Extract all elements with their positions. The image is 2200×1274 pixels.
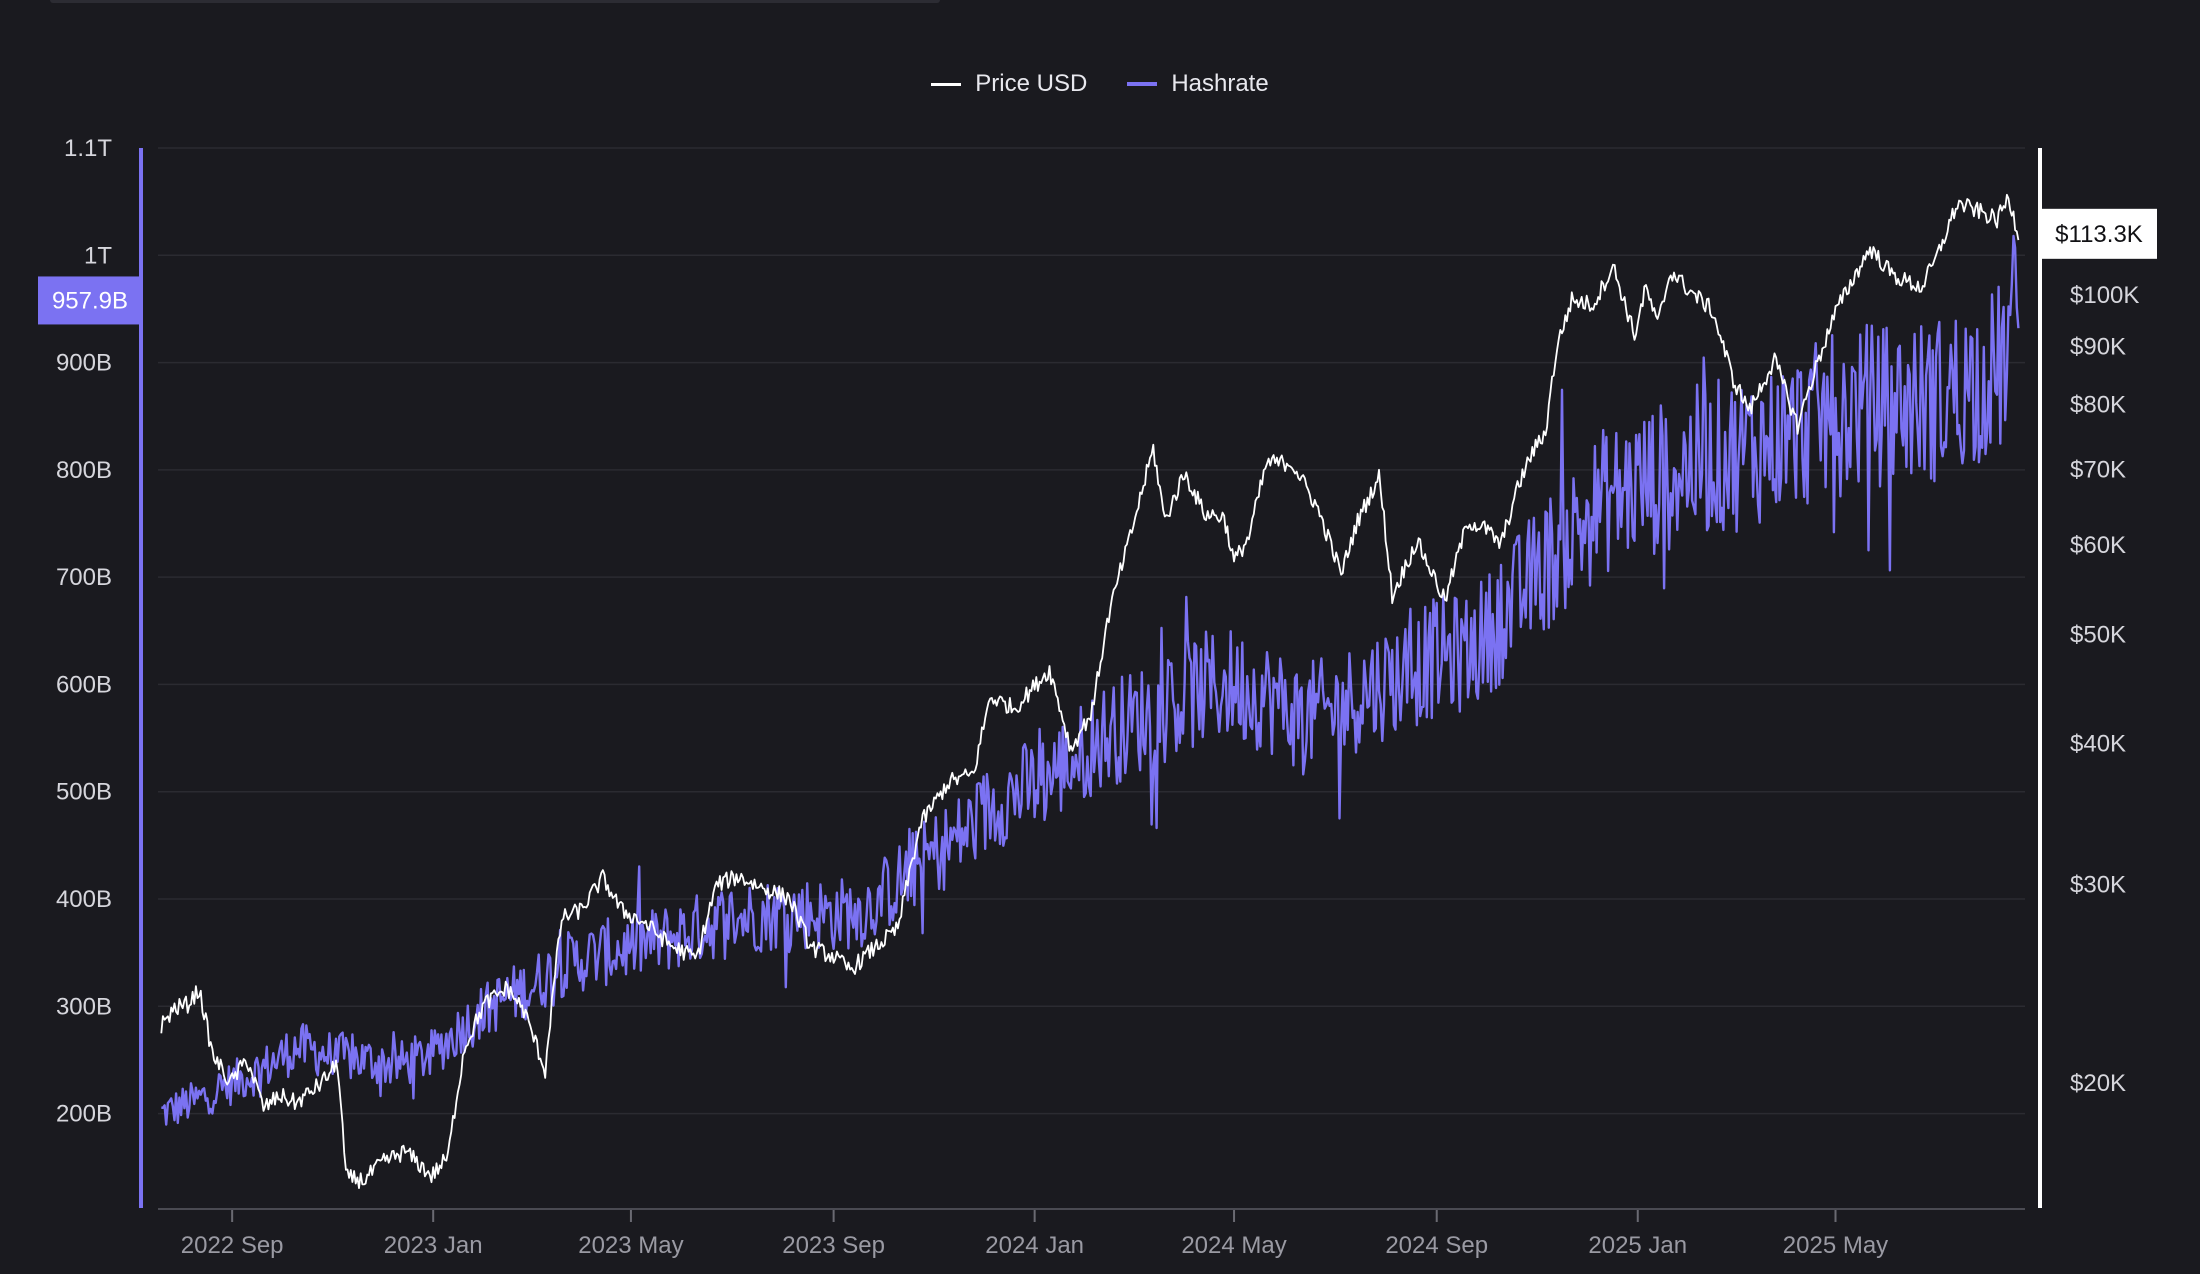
right-tick-label: $30K: [2070, 872, 2126, 899]
left-tick-label: 1T: [84, 242, 112, 269]
legend-label-price: Price USD: [975, 70, 1088, 97]
left-tick-label: 600B: [56, 671, 112, 698]
x-tick-label: 2025 May: [1783, 1232, 1888, 1259]
x-tick-label: 2023 Jan: [384, 1232, 483, 1259]
x-tick-label: 2022 Sep: [181, 1232, 284, 1259]
left-tick-label: 500B: [56, 779, 112, 806]
legend-swatch-hashrate: [1127, 82, 1158, 86]
x-tick-label: 2024 Sep: [1385, 1232, 1488, 1259]
price-series-line: [160, 193, 2020, 1189]
left-tick-label: 900B: [56, 350, 112, 377]
hashrate-last-value-label: 957.9B: [52, 287, 128, 314]
legend-item-price[interactable]: Price USD: [931, 70, 1087, 98]
right-tick-label: $100K: [2070, 282, 2139, 309]
left-tick-label: 400B: [56, 886, 112, 913]
left-tick-label: 800B: [56, 457, 112, 484]
chart-legend: Price USD Hashrate: [0, 70, 2200, 98]
legend-label-hashrate: Hashrate: [1171, 70, 1269, 97]
left-tick-label: 700B: [56, 564, 112, 591]
top-scroll-bar: [50, 0, 940, 3]
x-tick-label: 2024 May: [1181, 1232, 1286, 1259]
left-tick-label: 1.1T: [64, 135, 112, 162]
right-tick-label: $40K: [2070, 731, 2126, 758]
right-tick-label: $20K: [2070, 1070, 2126, 1097]
legend-swatch-price: [931, 82, 962, 86]
hashrate-last-value-badge: [38, 276, 142, 325]
right-tick-label: $50K: [2070, 621, 2126, 648]
x-tick-label: 2023 May: [578, 1232, 683, 1259]
price-last-value-badge: [2040, 208, 2157, 259]
x-tick-label: 2025 Jan: [1588, 1232, 1687, 1259]
right-tick-label: $90K: [2070, 334, 2126, 361]
x-tick-label: 2023 Sep: [782, 1232, 885, 1259]
legend-item-hashrate[interactable]: Hashrate: [1127, 70, 1269, 98]
right-tick-label: $60K: [2070, 532, 2126, 559]
left-tick-label: 200B: [56, 1101, 112, 1128]
right-tick-label: $80K: [2070, 391, 2126, 418]
x-tick-label: 2024 Jan: [985, 1232, 1084, 1259]
price-last-value-label: $113.3K: [2055, 221, 2143, 248]
hashrate-series-line: [161, 234, 2020, 1126]
left-tick-label: 300B: [56, 993, 112, 1020]
right-tick-label: $70K: [2070, 457, 2126, 484]
